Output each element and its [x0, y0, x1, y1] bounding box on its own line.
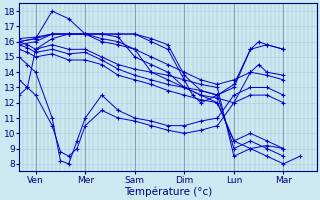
- X-axis label: Température (°c): Température (°c): [124, 186, 212, 197]
